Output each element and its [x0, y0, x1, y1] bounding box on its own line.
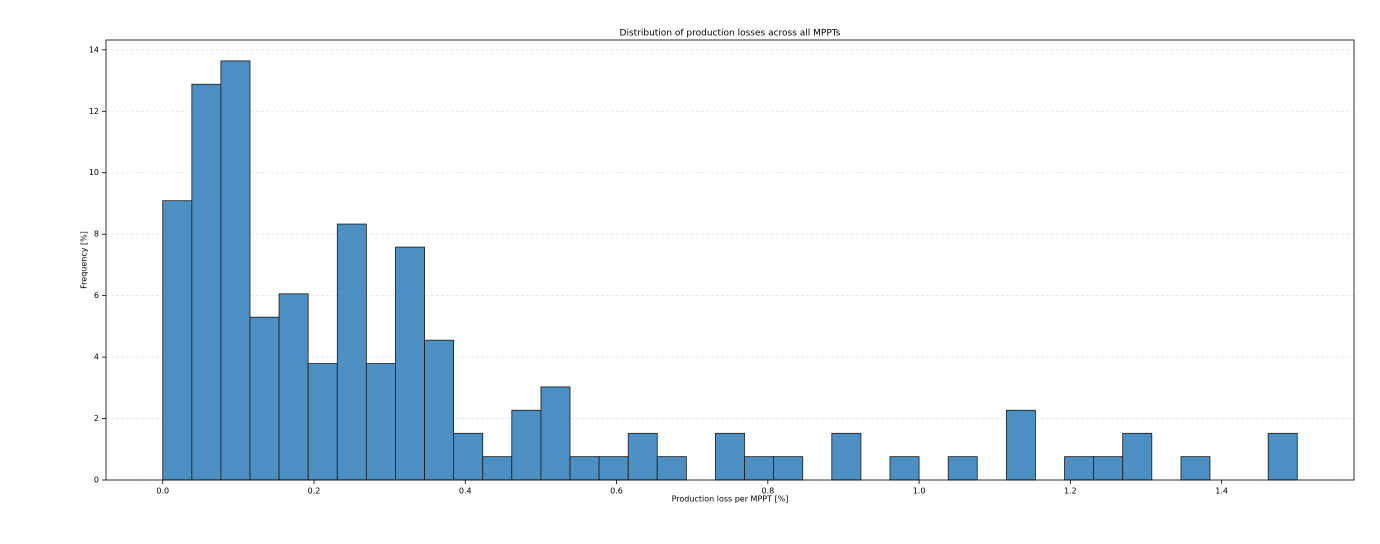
bar: [307, 363, 338, 481]
bar: [220, 60, 251, 481]
y-tick-label: 14: [89, 45, 99, 54]
bar: [947, 456, 978, 481]
bar: [656, 456, 687, 481]
x-tick-label: 0.2: [308, 487, 321, 496]
bar: [1122, 432, 1153, 481]
bar: [395, 246, 425, 481]
bar: [1064, 456, 1095, 481]
bar: [715, 432, 745, 481]
chart-title: Distribution of production losses across…: [620, 29, 841, 39]
y-tick-label: 12: [89, 107, 99, 116]
bar: [1267, 432, 1298, 481]
bar: [424, 339, 455, 481]
bar: [1093, 456, 1124, 481]
x-tick-label: 1.4: [1215, 487, 1228, 496]
bar: [511, 409, 542, 481]
x-tick-label: 0.6: [610, 487, 623, 496]
bar: [773, 456, 804, 481]
x-axis-label: Production loss per MPPT [%]: [672, 495, 789, 504]
bar: [627, 432, 658, 481]
x-tick-label: 0.0: [156, 487, 169, 496]
bar: [453, 432, 484, 481]
bar: [569, 456, 600, 481]
y-tick-label: 10: [89, 168, 99, 177]
x-tick-label: 0.4: [459, 487, 472, 496]
bar: [482, 456, 513, 481]
x-tick-label: 1.0: [913, 487, 926, 496]
bar: [598, 456, 629, 481]
bar: [831, 432, 862, 481]
bar: [249, 316, 280, 481]
bar: [191, 83, 222, 481]
bar: [889, 456, 920, 481]
bar: [365, 363, 396, 481]
y-tick-label: 4: [94, 353, 99, 362]
x-tick-label: 1.2: [1064, 487, 1077, 496]
plot-frame: [105, 39, 1355, 481]
bar: [336, 223, 367, 481]
y-tick-label: 0: [94, 476, 99, 485]
x-tick-label: 0.8: [761, 487, 774, 496]
bar: [278, 293, 309, 481]
y-tick-label: 6: [94, 291, 99, 300]
bar: [744, 456, 775, 481]
y-tick-label: 8: [94, 230, 99, 239]
y-tick-label: 2: [94, 414, 99, 423]
y-axis-label: Frequency [%]: [80, 231, 89, 289]
bar: [1005, 409, 1036, 481]
bar: [1180, 456, 1211, 481]
bar: [162, 200, 193, 481]
bar: [540, 386, 571, 481]
